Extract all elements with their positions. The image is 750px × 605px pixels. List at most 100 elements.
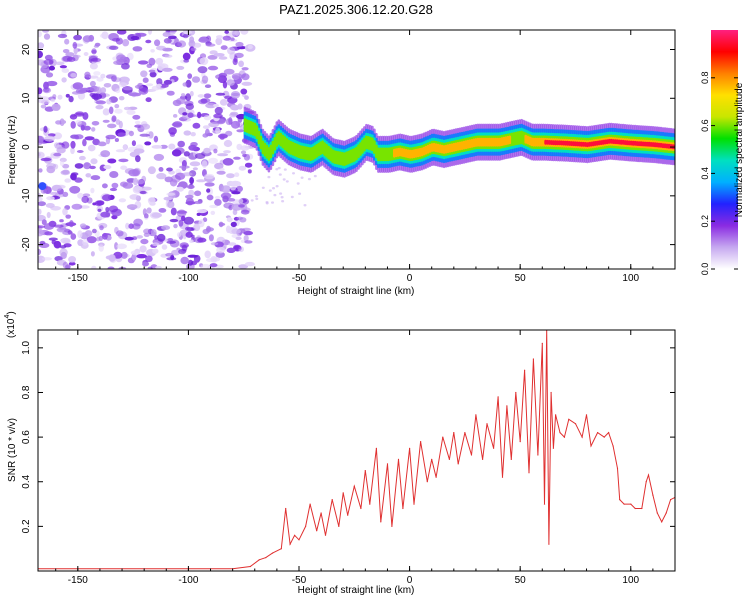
snr-point bbox=[608, 432, 610, 434]
noise-blob bbox=[162, 67, 173, 72]
signal-band bbox=[649, 142, 653, 147]
noise-blob bbox=[240, 145, 250, 151]
signal-band bbox=[329, 147, 332, 162]
noise-blob bbox=[156, 83, 162, 88]
noise-blob bbox=[234, 172, 240, 177]
noise-blob bbox=[155, 265, 162, 269]
snr-point bbox=[623, 503, 625, 505]
noise-blob bbox=[213, 113, 223, 119]
noise-blob bbox=[38, 151, 45, 159]
signal-band bbox=[383, 147, 386, 162]
noise-blob bbox=[108, 205, 119, 213]
noise-blob bbox=[60, 120, 67, 124]
noise-blob bbox=[241, 227, 251, 232]
noise-blob bbox=[182, 112, 188, 116]
signal-band bbox=[578, 141, 581, 147]
noise-blob bbox=[62, 191, 69, 197]
noise-blob bbox=[61, 77, 67, 83]
noise-blob bbox=[152, 248, 159, 254]
noise-blob bbox=[238, 198, 244, 204]
noise-blob bbox=[163, 196, 173, 201]
signal-band bbox=[633, 140, 637, 146]
signal-band bbox=[482, 137, 486, 147]
noise-blob bbox=[170, 207, 177, 216]
noise-blob bbox=[42, 30, 49, 33]
signal-band bbox=[325, 143, 328, 158]
noise-blob bbox=[90, 187, 95, 194]
signal-band bbox=[410, 149, 414, 159]
signal-band bbox=[647, 141, 651, 147]
signal-band bbox=[590, 141, 593, 147]
signal-band bbox=[375, 144, 378, 159]
noise-blob bbox=[164, 54, 173, 58]
snr-y-scale-close: ) bbox=[6, 311, 17, 314]
noise-blob bbox=[220, 192, 232, 200]
noise-blob bbox=[156, 172, 167, 180]
snr-x-tick-label: 50 bbox=[515, 575, 527, 586]
snr-point bbox=[265, 557, 267, 559]
spectrogram-y-tick-label: -20 bbox=[21, 237, 32, 252]
noise-blob bbox=[57, 33, 68, 39]
noise-blob bbox=[136, 254, 148, 259]
noise-blob bbox=[38, 30, 42, 38]
noise-blob bbox=[216, 35, 223, 39]
noise-blob bbox=[83, 162, 92, 170]
signal-band bbox=[408, 149, 412, 159]
signal-band bbox=[259, 135, 263, 150]
noise-blob bbox=[99, 33, 107, 39]
noise-blob bbox=[156, 45, 166, 51]
noise-blob bbox=[250, 199, 254, 202]
noise-blob bbox=[62, 261, 69, 269]
signal-band bbox=[500, 137, 504, 147]
snr-panel: -150 -100 -50 0 50 100 0.2 0.4 0.6 0.8 1.0 Height… bbox=[4, 311, 676, 596]
noise-blob bbox=[99, 225, 104, 231]
noise-blob bbox=[176, 232, 182, 238]
noise-blob bbox=[79, 223, 87, 229]
signal-band bbox=[277, 131, 281, 145]
noise-blob bbox=[177, 140, 185, 148]
signal-band bbox=[291, 141, 295, 156]
noise-blob bbox=[166, 167, 173, 172]
noise-blob bbox=[81, 195, 89, 204]
noise-blob bbox=[136, 235, 143, 239]
noise-blob bbox=[140, 70, 148, 78]
signal-band bbox=[430, 143, 434, 152]
noise-blob bbox=[50, 98, 56, 103]
noise-blob bbox=[55, 184, 66, 189]
noise-blob bbox=[69, 185, 81, 194]
noise-blob bbox=[44, 231, 53, 236]
signal-band bbox=[279, 132, 283, 147]
signal-band bbox=[623, 140, 627, 145]
snr-point bbox=[510, 458, 512, 460]
signal-band bbox=[267, 147, 271, 161]
noise-blob bbox=[38, 135, 43, 142]
noise-blob bbox=[279, 192, 283, 195]
noise-blob bbox=[90, 251, 95, 257]
noise-blob bbox=[62, 169, 70, 175]
noise-blob bbox=[61, 141, 70, 149]
signal-band bbox=[576, 141, 579, 147]
noise-blob bbox=[296, 182, 300, 185]
noise-blob bbox=[146, 207, 152, 214]
noise-blob bbox=[115, 119, 121, 125]
noise-blob bbox=[82, 35, 93, 43]
noise-blob bbox=[46, 196, 55, 201]
noise-blob bbox=[153, 135, 159, 143]
noise-blob bbox=[187, 73, 193, 79]
noise-blob bbox=[247, 169, 252, 174]
signal-band bbox=[456, 142, 460, 151]
snr-point bbox=[497, 396, 499, 398]
noise-blob bbox=[290, 195, 294, 199]
noise-blob bbox=[83, 125, 91, 131]
signal-band bbox=[667, 143, 671, 149]
signal-band bbox=[554, 140, 557, 146]
snr-point bbox=[652, 494, 654, 496]
signal-band bbox=[265, 144, 269, 159]
signal-band bbox=[466, 139, 470, 149]
signal-band bbox=[385, 147, 388, 162]
noise-blob bbox=[244, 240, 253, 244]
noise-blob bbox=[181, 165, 187, 172]
signal-band bbox=[263, 142, 267, 157]
noise-blob bbox=[106, 98, 112, 105]
noise-blob bbox=[193, 223, 201, 232]
